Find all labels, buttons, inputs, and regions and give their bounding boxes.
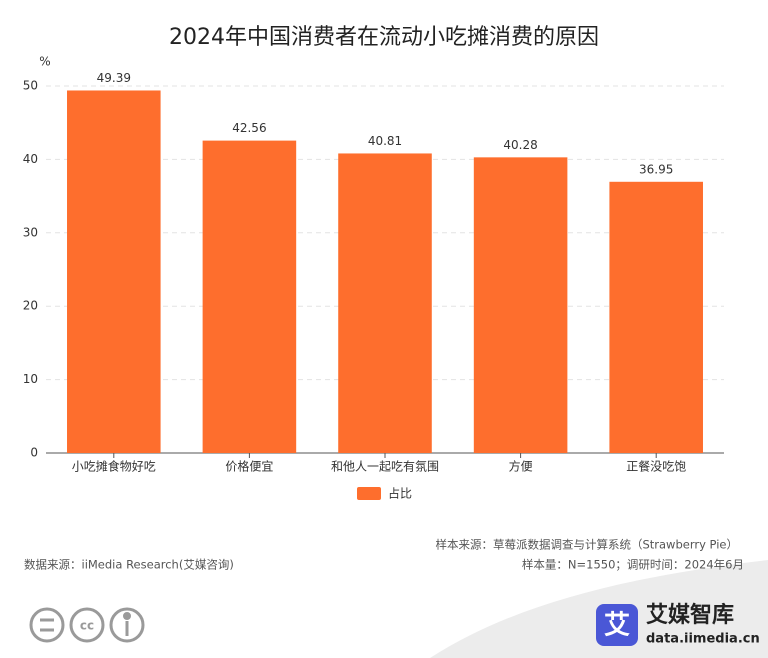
logo-url: data.iimedia.cn	[646, 632, 760, 647]
bar	[67, 90, 161, 453]
value-label: 40.28	[503, 138, 537, 152]
y-axis-label: %	[39, 55, 50, 69]
legend-label: 占比	[388, 486, 412, 501]
sample-info: 样本量：N=1550；调研时间：2024年6月	[522, 558, 744, 572]
chart-title: 2024年中国消费者在流动小吃摊消费的原因	[169, 25, 599, 50]
value-label: 40.81	[368, 134, 402, 148]
y-tick-label: 20	[23, 299, 38, 313]
sample-source: 样本来源：草莓派数据调查与计算系统（Strawberry Pie）	[435, 538, 738, 552]
y-tick-label: 0	[30, 446, 38, 460]
cc-text: cc	[80, 619, 94, 633]
y-tick-label: 10	[23, 372, 38, 386]
legend-swatch	[357, 487, 381, 500]
value-label: 42.56	[232, 121, 266, 135]
logo-name: 艾媒智库	[646, 602, 734, 628]
bar	[609, 181, 703, 454]
data-source: 数据来源：iiMedia Research(艾媒咨询)	[24, 558, 234, 572]
bar	[338, 153, 432, 454]
cc-icons	[29, 607, 145, 643]
x-tick-label: 正餐没吃饱	[626, 459, 686, 474]
value-label: 49.39	[97, 71, 131, 85]
y-tick-label: 30	[23, 225, 38, 239]
y-tick-label: 40	[23, 152, 38, 166]
x-tick-label: 方便	[509, 459, 533, 474]
x-tick-label: 和他人一起吃有氛围	[331, 460, 439, 474]
bar	[202, 140, 297, 453]
x-tick-label: 价格便宜	[225, 459, 273, 474]
y-tick-label: 50	[23, 79, 38, 93]
logo-icon: 艾	[604, 611, 630, 641]
x-tick-label: 小吃摊食物好吃	[72, 459, 156, 474]
logo-badge	[596, 604, 638, 646]
value-label: 36.95	[639, 162, 673, 176]
bar	[473, 157, 568, 454]
